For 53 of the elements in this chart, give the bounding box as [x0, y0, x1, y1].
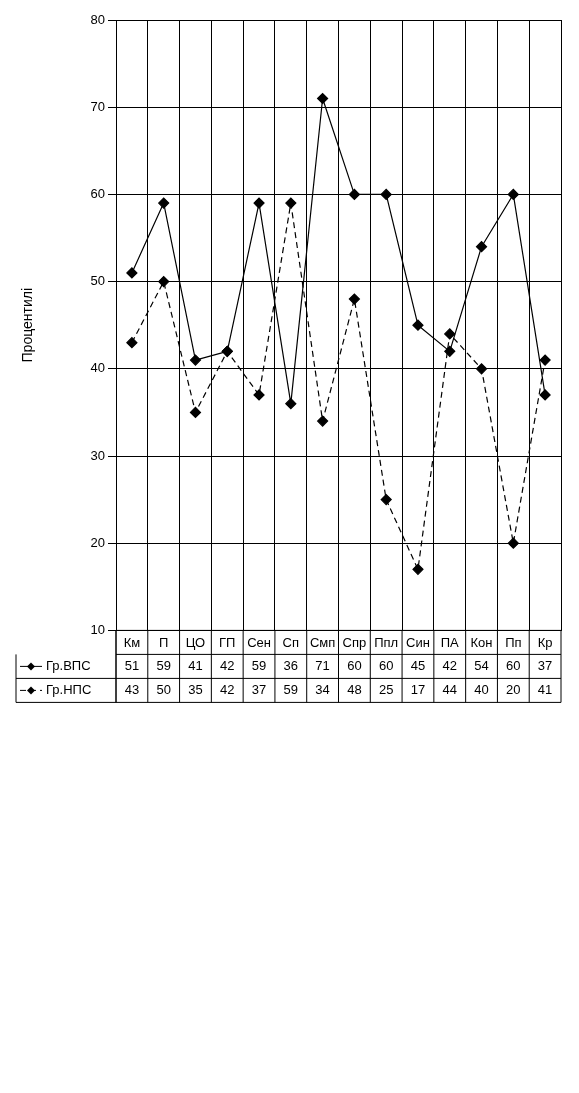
x-tick-label: Пп: [505, 634, 522, 650]
data-label: 71: [315, 657, 330, 673]
data-label: 17: [410, 681, 426, 697]
y-tick-label: 10: [90, 621, 105, 637]
data-label: 45: [410, 657, 426, 673]
x-tick-label: ЦО: [185, 634, 206, 650]
x-tick-label: Спр: [342, 634, 367, 650]
data-label: 42: [442, 657, 457, 673]
y-tick-label: 70: [90, 98, 105, 114]
data-label: 34: [315, 681, 330, 697]
data-label: 25: [378, 681, 394, 697]
x-tick-label: Ппл: [374, 634, 399, 650]
legend-label: Гр.ВПС: [46, 657, 91, 673]
x-tick-label: Км: [123, 634, 141, 650]
data-label: 42: [220, 657, 235, 673]
data-label: 60: [506, 657, 521, 673]
x-tick-label: ПА: [440, 634, 460, 650]
data-label: 42: [220, 681, 235, 697]
data-label: 35: [188, 681, 203, 697]
x-tick-label: Кр: [537, 634, 553, 650]
x-tick-label: Смп: [309, 634, 336, 650]
x-tick-label: ГП: [219, 634, 236, 650]
y-tick-label: 40: [90, 360, 105, 376]
data-label: 51: [124, 657, 140, 673]
y-tick-label: 60: [90, 185, 105, 201]
data-label: 20: [506, 681, 521, 697]
data-label: 44: [442, 681, 457, 697]
data-label: 54: [474, 657, 489, 673]
data-label: 36: [283, 657, 299, 673]
legend-label: Гр.НПС: [46, 681, 92, 697]
x-tick-label: Кон: [470, 634, 493, 650]
data-label: 37: [537, 657, 553, 673]
y-axis-title: Процентилі: [19, 287, 36, 363]
data-label: 41: [537, 681, 553, 697]
data-label: 40: [474, 681, 489, 697]
data-label: 60: [378, 657, 394, 673]
data-label: 50: [156, 681, 171, 697]
data-label: 41: [188, 657, 203, 673]
y-tick-label: 20: [90, 534, 105, 550]
x-tick-label: Сп: [282, 634, 300, 650]
data-label: 37: [251, 681, 267, 697]
x-tick-label: Син: [406, 634, 430, 650]
data-label: 48: [347, 681, 362, 697]
x-tick-label: Сен: [247, 634, 271, 650]
y-tick-label: 80: [90, 11, 105, 27]
y-tick-label: 50: [90, 273, 105, 289]
y-tick-label: 30: [90, 447, 105, 463]
x-tick-label: П: [159, 634, 169, 650]
data-label: 59: [251, 657, 267, 673]
data-label: 59: [283, 681, 299, 697]
data-label: 43: [124, 681, 140, 697]
data-label: 59: [156, 657, 171, 673]
data-label: 60: [347, 657, 362, 673]
